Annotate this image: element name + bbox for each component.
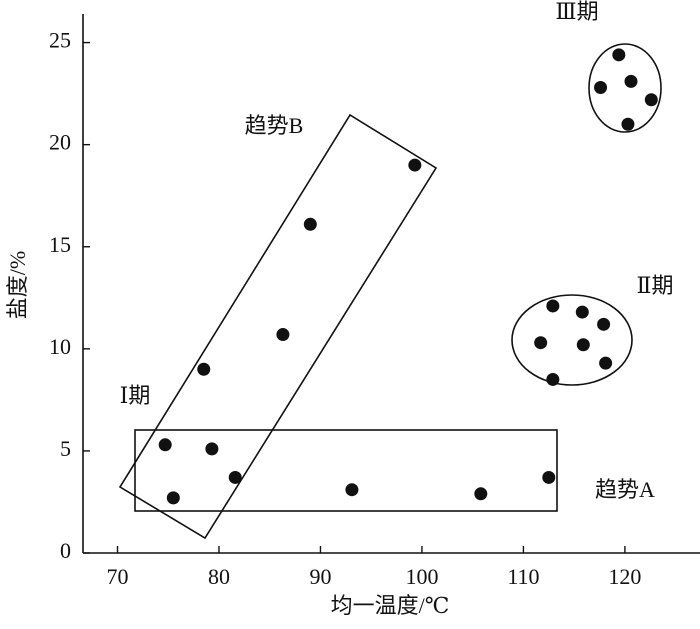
point	[594, 81, 608, 94]
point	[158, 438, 172, 452]
point	[534, 336, 548, 350]
point	[546, 372, 560, 386]
point	[599, 356, 613, 370]
annotation: Ⅱ期	[637, 273, 674, 298]
annotation: Ⅰ期	[120, 383, 151, 408]
y-tick-label: 10	[49, 334, 71, 359]
annotation: Ⅲ期	[555, 0, 598, 24]
y-tick-label: 5	[60, 436, 71, 461]
x-tick-label: 80	[208, 564, 230, 589]
trend-a-box	[134, 429, 558, 512]
x-tick-label: 70	[107, 564, 129, 589]
point	[228, 470, 242, 484]
point	[474, 487, 488, 501]
x-tick-label: 110	[507, 564, 539, 589]
point	[575, 305, 589, 319]
x-tick-label: 100	[405, 564, 438, 589]
point	[408, 158, 422, 172]
point	[205, 442, 219, 456]
y-tick-label: 0	[60, 538, 71, 563]
y-tick-label: 15	[49, 232, 71, 257]
point	[644, 93, 658, 107]
y-tick-label: 20	[49, 130, 71, 155]
trend-b-box	[118, 113, 438, 540]
point	[166, 491, 180, 505]
point	[612, 48, 626, 62]
point	[276, 328, 290, 342]
y-tick-label: 25	[49, 28, 71, 53]
point	[597, 317, 611, 331]
annotation: 趋势B	[245, 113, 304, 138]
y-axis-title: 盐度/%	[5, 251, 30, 319]
x-tick-label: 90	[309, 564, 331, 589]
stage-3-ellipse	[588, 43, 662, 133]
point	[345, 483, 359, 497]
x-axis-title: 均一温度/℃	[331, 593, 450, 618]
point	[303, 217, 317, 231]
point	[624, 74, 638, 88]
point	[546, 299, 560, 313]
x-tick-label: 120	[608, 564, 641, 589]
annotation: 趋势A	[595, 477, 655, 502]
point	[576, 338, 590, 352]
point	[621, 117, 635, 131]
point	[197, 362, 211, 376]
point	[542, 470, 556, 484]
stage-2-ellipse	[511, 294, 633, 386]
